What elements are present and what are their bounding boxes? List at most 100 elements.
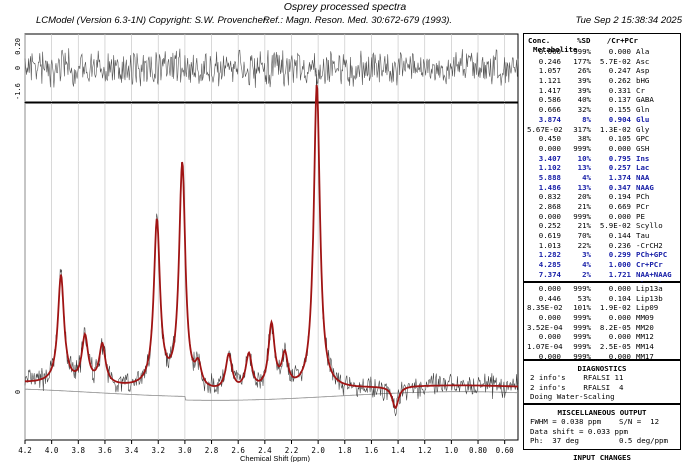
software-credit: LCModel (Version 6.3-1N) Copyright: S.W.…	[36, 15, 269, 26]
metabolite-ratio: 0.000	[608, 211, 631, 221]
metabolite-row: 1.486 13% 0.347 NAAG	[524, 183, 680, 193]
lipid-row: 8.35E-02 101% 1.9E-02 Lip09	[524, 303, 680, 313]
metabolite-name: Cr	[636, 85, 645, 95]
fit-series	[24, 84, 519, 410]
lipid-ratio: 0.000	[608, 284, 631, 293]
residual-tick-top: 0.20	[14, 38, 22, 55]
x-axis-label: Chemical Shift (ppm)	[240, 454, 311, 462]
metabolite-row: 0.000 999% 0.000 GSH	[524, 144, 680, 154]
metabolite-ratio: 0.194	[608, 192, 631, 202]
x-tick-label: 1.4	[391, 446, 405, 455]
spectrum-panel-frame	[24, 102, 519, 441]
metabolite-conc: 7.374	[538, 269, 561, 279]
lipid-sd: 999%	[573, 332, 591, 342]
metabolite-conc: 4.285	[538, 260, 561, 270]
metabolite-conc: 1.121	[538, 76, 561, 86]
metabolite-conc: 1.102	[538, 163, 561, 173]
metabolite-ratio: 1.374	[608, 172, 631, 182]
misc-output-line: Data shift = 0.033 ppm	[530, 426, 628, 436]
misc-output-line: Ph: 37 deg 0.5 deg/ppm	[530, 436, 668, 445]
metabolite-name: Gly	[636, 124, 650, 134]
metabolite-ratio: 0.247	[608, 66, 631, 76]
metabolite-ratio: 0.795	[608, 153, 631, 163]
x-tick-label: 1.0	[445, 446, 459, 455]
metabolite-row: 5.67E-02 317% 1.3E-02 Gly	[524, 125, 680, 135]
metabolite-conc: 5.888	[538, 172, 561, 182]
metabolite-sd: 21%	[577, 221, 591, 231]
metabolite-conc: 0.619	[538, 231, 561, 241]
metabolite-name: NAA+NAAG	[636, 269, 672, 279]
metabolite-ratio: 0.331	[608, 85, 631, 95]
diagnostics-line: 2 info's RFALSI 4	[530, 382, 624, 392]
metabolite-ratio: 0.257	[608, 163, 631, 173]
diagnostics-line: 2 info's RFALSI 11	[530, 373, 624, 382]
metabolite-row: 5.888 4% 1.374 NAA	[524, 173, 680, 183]
lipid-sd: 999%	[573, 322, 591, 332]
metabolite-name: GSH	[636, 143, 650, 153]
metabolite-conc: 5.67E-02	[527, 124, 563, 134]
metabolite-ratio: 1.3E-02	[599, 124, 631, 134]
metabolite-name: Tau	[636, 231, 650, 241]
input-changes-title: INPUT CHANGES	[573, 453, 631, 462]
lipid-ratio: 8.2E-05	[599, 322, 631, 332]
metabolite-ratio: 0.105	[608, 134, 631, 144]
x-tick-label: 1.8	[338, 446, 352, 455]
lipid-sd: 101%	[573, 303, 591, 313]
misc-output-line: FWHM = 0.038 ppm S/N = 12	[530, 417, 660, 426]
lipid-conc: 8.35E-02	[527, 303, 563, 313]
metabolite-table-header: Conc. %SD /Cr+PCr Metabolite	[524, 34, 680, 54]
metabolite-ratio: 5.7E-02	[599, 56, 631, 66]
x-tick-label: 3.2	[151, 446, 165, 455]
metabolite-conc: 1.486	[538, 182, 561, 192]
metabolite-sd: 21%	[577, 202, 591, 211]
metabolite-row: 1.282 3% 0.299 PCh+GPC	[524, 250, 680, 260]
baseline-series	[24, 388, 519, 401]
residual-series	[24, 48, 519, 88]
lipid-sd: 999%	[573, 351, 591, 361]
col-ratio-header: /Cr+PCr	[606, 36, 638, 45]
diagnostics-panel: DIAGNOSTICS 2 info's RFALSI 11 2 info's …	[523, 360, 681, 404]
lipid-name: MM09	[636, 313, 654, 323]
metabolite-name: Gln	[636, 105, 650, 115]
metabolite-sd: 317%	[573, 124, 591, 134]
metabolite-row: 3.874 8% 0.904 Glu	[524, 115, 680, 125]
x-tick-label: 2.6	[231, 446, 245, 455]
lipid-row: 3.52E-04 999% 8.2E-05 MM20	[524, 323, 680, 333]
x-tick-label: 2.0	[311, 446, 325, 455]
lipid-ratio: 0.104	[608, 293, 631, 303]
metabolite-name: Asp	[636, 66, 650, 76]
metabolite-sd: 4%	[582, 172, 591, 182]
reference-citation: Ref.: Magn. Reson. Med. 30:672-679 (1993…	[263, 15, 453, 26]
lipid-conc: 3.52E-04	[527, 322, 563, 332]
col-conc-header: Conc.	[528, 36, 551, 45]
metabolite-conc: 0.252	[538, 221, 561, 231]
lipid-row: 0.000 999% 0.000 MM12	[524, 332, 680, 342]
metabolite-ratio: 0.904	[608, 114, 631, 124]
metabolite-ratio: 0.299	[608, 250, 631, 260]
x-tick-label: 4.2	[18, 446, 32, 455]
metabolite-name: PCr	[636, 202, 650, 211]
metabolite-name: bHG	[636, 76, 650, 86]
misc-output-panel: MISCELLANEOUS OUTPUT FWHM = 0.038 ppm S/…	[523, 404, 681, 450]
col-name-header: Metabolite	[533, 45, 578, 54]
metabolite-ratio: 0.669	[608, 202, 631, 211]
lipid-table: 0.000 999% 0.000 Lip13a 0.446 53% 0.104 Lip13b 8…	[523, 282, 681, 361]
lipid-name: Lip13b	[636, 293, 663, 303]
metabolite-name: Glu	[636, 114, 650, 124]
metabolite-sd: 13%	[577, 163, 591, 173]
lipid-row: 0.000 999% 0.000 MM09	[524, 313, 680, 323]
x-tick-label: 3.6	[98, 446, 112, 455]
lipid-name: Lip13a	[636, 284, 663, 293]
metabolite-conc: 0.450	[538, 134, 561, 144]
metabolite-conc: 1.282	[538, 250, 561, 260]
lipid-sd: 999%	[573, 342, 591, 352]
diagnostics-line: Doing Water-Scaling	[530, 392, 615, 401]
lipid-sd: 999%	[573, 284, 591, 293]
metabolite-sd: 70%	[577, 231, 591, 241]
metabolite-row: 0.666 32% 0.155 Gln	[524, 105, 680, 115]
metabolite-row: 0.000 999% 0.000 PE	[524, 212, 680, 222]
metabolite-sd: 999%	[573, 47, 591, 56]
lipid-name: MM17	[636, 351, 654, 361]
residual-tick-bottom: -1.6	[14, 83, 22, 100]
metabolite-conc: 0.586	[538, 95, 561, 105]
